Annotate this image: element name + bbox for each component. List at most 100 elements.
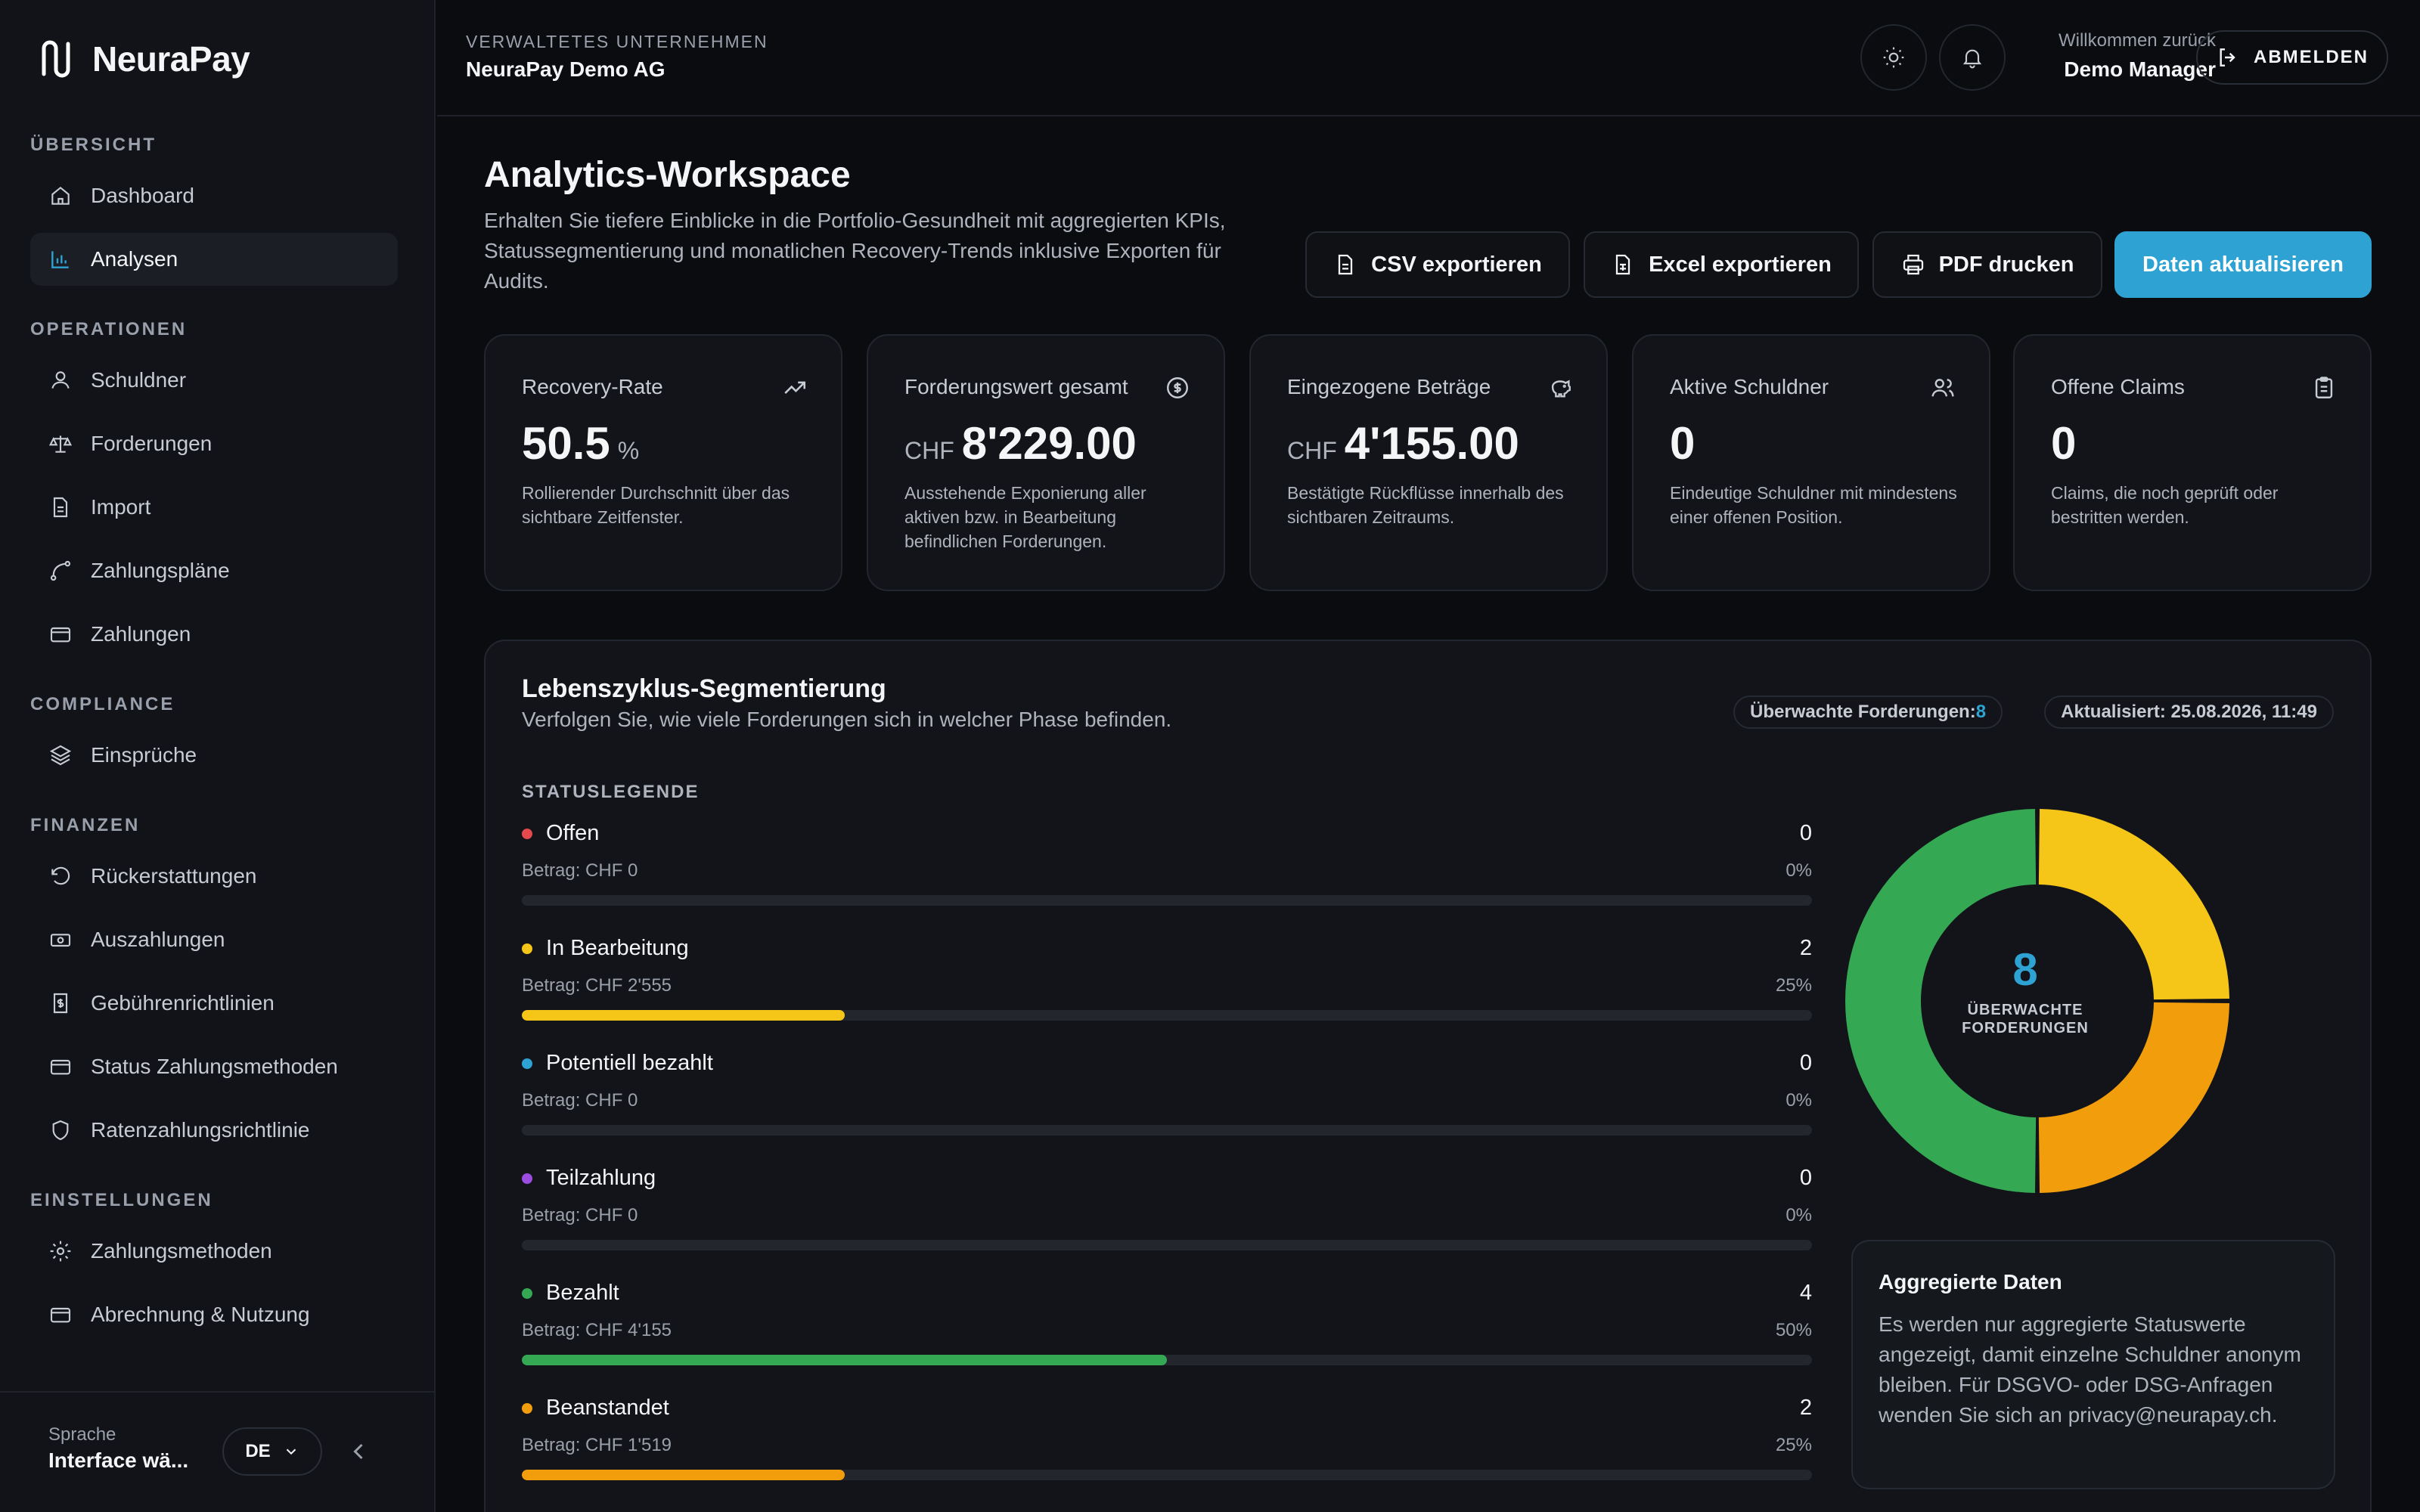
print-pdf-label: PDF drucken <box>1938 252 2074 277</box>
status-progress-track <box>522 1010 1812 1021</box>
segmentation-panel: Lebenszyklus-Segmentierung Verfolgen Sie… <box>484 640 2372 1512</box>
nav-section-compliance: COMPLIANCE <box>30 694 175 714</box>
status-label: Beanstandet <box>546 1396 669 1420</box>
status-amount: Betrag: CHF 4'155 <box>522 1320 672 1340</box>
kpi-card-aktive-schuldner: Aktive Schuldner 0 Eindeutige Schuldner … <box>1632 334 1990 591</box>
banknote-icon <box>50 934 71 947</box>
donut-center-value: 8 <box>2012 944 2038 995</box>
status-name: In Bearbeitung <box>522 936 689 961</box>
printer-icon <box>1903 254 1923 275</box>
theme-toggle-button[interactable] <box>1860 24 1927 91</box>
welcome-block: Willkommen zurück Demo Manager <box>2059 30 2216 82</box>
scale-icon <box>48 435 73 453</box>
kpi-value: CHF 4'155.00 <box>1287 417 1519 469</box>
notifications-button[interactable] <box>1939 24 2006 91</box>
sidebar-footer: Sprache Interface wä... DE <box>0 1391 434 1512</box>
chevron-left-icon[interactable] <box>345 1438 372 1465</box>
sidebar-item-status-zahlungsmethoden[interactable]: Status Zahlungsmethoden <box>30 1040 398 1093</box>
sidebar: NeuraPay ÜBERSICHT Dashboard Analysen OP… <box>0 0 436 1512</box>
status-label: Teilzahlung <box>546 1166 656 1190</box>
status-legend-title: STATUSLEGENDE <box>522 782 700 802</box>
sidebar-item-einsprueche[interactable]: Einsprüche <box>30 729 398 782</box>
kpi-description: Claims, die noch geprüft oder bestritten… <box>2051 483 2279 527</box>
sidebar-item-label: Zahlungspläne <box>91 559 230 582</box>
status-amount: Betrag: CHF 2'555 <box>522 975 672 996</box>
logout-button[interactable]: ABMELDEN <box>2196 30 2388 85</box>
language-code: DE <box>245 1441 271 1461</box>
sidebar-item-schuldner[interactable]: Schuldner <box>30 354 398 407</box>
status-donut-chart <box>1845 809 2229 1193</box>
kpi-value: CHF 8'229.00 <box>904 417 1137 469</box>
sidebar-item-rueckerstattungen[interactable]: Rückerstattungen <box>30 850 398 903</box>
status-amount: Betrag: CHF 0 <box>522 1205 638 1225</box>
file-icon <box>53 497 68 518</box>
sidebar-item-import[interactable]: Import <box>30 481 398 534</box>
sidebar-item-zahlungen[interactable]: Zahlungen <box>30 608 398 661</box>
sidebar-item-auszahlungen[interactable]: Auszahlungen <box>30 913 398 966</box>
sidebar-item-dashboard[interactable]: Dashboard <box>30 169 398 222</box>
status-label: Offen <box>546 821 600 845</box>
route-icon <box>50 560 71 581</box>
sidebar-item-label: Zahlungen <box>91 622 191 646</box>
monitored-claims-badge: Überwachte Forderungen: 8 <box>1733 696 2003 729</box>
file-icon <box>1339 254 1353 275</box>
brand[interactable]: NeuraPay <box>35 38 250 80</box>
sidebar-item-analysen[interactable]: Analysen <box>30 233 398 286</box>
language-select[interactable]: DE <box>222 1427 322 1476</box>
status-progress-track <box>522 1125 1812 1136</box>
kpi-currency: CHF <box>1287 437 1337 464</box>
sidebar-item-label: Zahlungsmethoden <box>91 1239 272 1263</box>
info-title: Aggregierte Daten <box>1879 1270 2062 1294</box>
user-icon <box>51 371 70 389</box>
status-label: Bezahlt <box>546 1281 619 1305</box>
kpi-number: 8'229.00 <box>961 418 1137 469</box>
status-label: Potentiell bezahlt <box>546 1051 713 1075</box>
kpi-number: 4'155.00 <box>1344 418 1519 469</box>
export-csv-label: CSV exportieren <box>1371 252 1542 277</box>
sidebar-item-label: Abrechnung & Nutzung <box>91 1303 310 1326</box>
refresh-data-button[interactable]: Daten aktualisieren <box>2114 231 2372 298</box>
piggy-bank-icon <box>1551 380 1571 398</box>
print-pdf-button[interactable]: PDF drucken <box>1872 231 2102 298</box>
sidebar-item-forderungen[interactable]: Forderungen <box>30 417 398 470</box>
kpi-value: 0 <box>2051 417 2076 469</box>
neurapay-logo-icon <box>42 40 70 78</box>
export-csv-button[interactable]: CSV exportieren <box>1305 231 1570 298</box>
export-excel-button[interactable]: Excel exportieren <box>1584 231 1859 298</box>
kpi-title: Aktive Schuldner <box>1670 375 1829 398</box>
export-excel-label: Excel exportieren <box>1649 252 1832 277</box>
sidebar-item-abrechnung[interactable]: Abrechnung & Nutzung <box>30 1288 398 1341</box>
sidebar-item-zahlungsmethoden[interactable]: Zahlungsmethoden <box>30 1225 398 1278</box>
sidebar-item-zahlungsplaene[interactable]: Zahlungspläne <box>30 544 398 597</box>
sidebar-item-gebuehrenrichtlinien[interactable]: Gebührenrichtlinien <box>30 977 398 1030</box>
sidebar-item-label: Auszahlungen <box>91 928 225 951</box>
nav-section-finance: FINANZEN <box>30 815 141 835</box>
kpi-title: Eingezogene Beträge <box>1287 375 1491 398</box>
user-name: Demo Manager <box>2064 57 2216 81</box>
status-percent: 50% <box>1775 1320 1812 1340</box>
status-count: 4 <box>1799 1281 1812 1305</box>
sidebar-item-ratenzahlungsrichtlinie[interactable]: Ratenzahlungsrichtlinie <box>30 1104 398 1157</box>
kpi-title: Recovery-Rate <box>522 375 663 398</box>
segmentation-subtitle: Verfolgen Sie, wie viele Forderungen sic… <box>522 708 1172 731</box>
refresh-data-label: Daten aktualisieren <box>2142 252 2344 277</box>
status-name: Bezahlt <box>522 1281 619 1306</box>
status-progress-track <box>522 1355 1812 1365</box>
file-spreadsheet-icon <box>1615 254 1630 275</box>
kpi-card-eingezogene-betraege: Eingezogene Beträge CHF 4'155.00 Bestäti… <box>1249 334 1608 591</box>
kpi-unit: % <box>617 437 640 464</box>
aggregated-data-info: Aggregierte Daten Es werden nur aggregie… <box>1851 1240 2335 1489</box>
kpi-title: Forderungswert gesamt <box>904 375 1128 398</box>
donut-center-label: ÜBERWACHTE FORDERUNGEN <box>1962 1002 2089 1036</box>
bar-chart-icon <box>51 251 69 268</box>
kpi-value: 50.5 % <box>522 417 639 469</box>
status-name: Offen <box>522 821 599 846</box>
monitored-value: 8 <box>1975 702 1987 722</box>
status-percent: 0% <box>1786 860 1812 881</box>
kpi-currency: CHF <box>904 437 954 464</box>
kpi-title: Offene Claims <box>2051 375 2185 398</box>
receipt-icon <box>53 993 68 1014</box>
status-row: Bezahlt 4 Betrag: CHF 4'155 50% <box>522 1281 1812 1394</box>
status-count: 0 <box>1799 1051 1812 1075</box>
welcome-label: Willkommen zurück <box>2058 30 2216 51</box>
